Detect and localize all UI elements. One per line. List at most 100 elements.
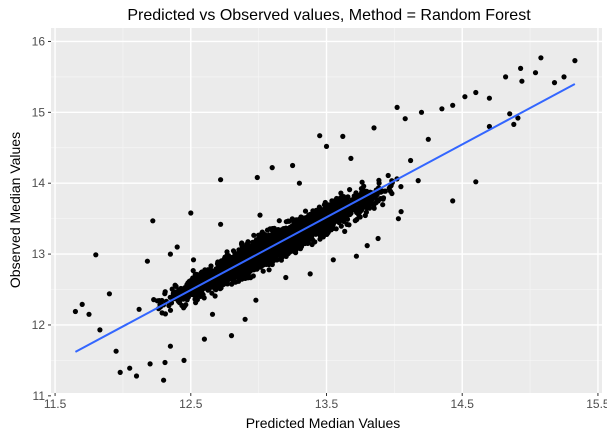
data-point	[242, 316, 248, 322]
data-point	[572, 58, 578, 64]
data-point	[388, 183, 394, 189]
data-point	[309, 241, 315, 248]
data-point	[309, 213, 315, 219]
data-point	[265, 234, 271, 240]
data-point	[72, 308, 78, 315]
data-point	[205, 287, 211, 293]
data-point	[259, 262, 266, 268]
data-point	[247, 247, 253, 253]
data-point	[380, 195, 387, 201]
data-point	[218, 177, 224, 183]
data-point	[233, 255, 239, 261]
data-point	[338, 190, 344, 196]
x-axis-ticks: 11.5 12.5 13.5 14.5 15.5	[44, 393, 607, 411]
x-tick-label: 12.5	[179, 397, 203, 411]
x-tick-label: 15.5	[586, 397, 607, 411]
data-point	[387, 188, 394, 194]
data-point	[161, 377, 167, 383]
y-axis-ticks: 11 12 13 14 15 16	[32, 34, 51, 403]
data-point	[359, 179, 365, 185]
data-point	[376, 177, 382, 183]
data-point	[192, 296, 198, 302]
data-point	[211, 283, 218, 289]
data-point	[97, 327, 103, 333]
data-point	[290, 162, 296, 169]
data-point	[221, 256, 227, 262]
data-point	[238, 241, 245, 247]
y-tick-label: 11	[33, 389, 46, 403]
data-point	[181, 357, 187, 363]
data-point	[518, 65, 524, 71]
data-point	[316, 204, 322, 210]
x-axis-title: Predicted Median Values	[246, 415, 401, 431]
data-point	[315, 211, 321, 217]
data-point	[181, 305, 187, 311]
y-tick-label: 16	[32, 34, 46, 48]
data-point	[398, 184, 404, 190]
data-point	[251, 260, 258, 266]
x-tick-label: 14.5	[451, 397, 475, 411]
data-point	[251, 232, 257, 238]
data-point	[362, 212, 368, 219]
data-point	[228, 270, 234, 276]
data-point	[293, 246, 299, 253]
data-point	[276, 218, 282, 224]
y-tick-label: 15	[32, 105, 46, 119]
data-point	[162, 311, 168, 317]
data-point	[325, 229, 331, 235]
data-point	[507, 111, 513, 117]
data-point	[224, 281, 231, 287]
data-point	[352, 218, 358, 224]
y-tick-label: 13	[32, 247, 46, 261]
data-point	[198, 291, 204, 297]
data-point	[167, 251, 173, 257]
data-point	[133, 373, 140, 379]
x-tick-label: 13.5	[315, 397, 339, 411]
data-point	[408, 157, 414, 164]
data-point	[371, 202, 377, 208]
data-point	[215, 259, 221, 265]
y-tick-label: 12	[32, 318, 46, 332]
data-point	[340, 133, 346, 139]
data-point	[159, 297, 165, 304]
data-point	[394, 104, 400, 110]
data-point	[365, 196, 371, 202]
data-point	[283, 240, 289, 246]
data-point	[320, 234, 326, 240]
data-point	[296, 224, 302, 230]
data-point	[173, 283, 179, 289]
data-point	[79, 301, 85, 307]
data-point	[302, 208, 309, 214]
data-point	[323, 143, 330, 149]
data-point	[291, 219, 297, 226]
data-point	[303, 218, 309, 224]
data-point	[327, 216, 333, 223]
data-point	[281, 231, 287, 237]
data-point	[371, 194, 377, 200]
data-point	[236, 273, 242, 279]
data-point	[358, 186, 364, 192]
data-point	[276, 230, 282, 236]
data-point	[385, 172, 391, 179]
data-point	[167, 307, 174, 313]
data-point	[188, 210, 194, 216]
data-point	[144, 258, 150, 264]
data-point	[353, 253, 359, 259]
data-point	[287, 230, 294, 236]
data-point	[473, 89, 479, 96]
data-point	[218, 221, 224, 227]
data-point	[439, 106, 445, 112]
data-point	[317, 133, 323, 139]
data-point	[462, 94, 468, 100]
data-point	[402, 116, 408, 122]
data-point	[255, 232, 262, 238]
data-point	[415, 178, 421, 184]
data-point	[328, 223, 335, 229]
data-point	[287, 249, 293, 255]
data-point	[257, 212, 263, 218]
data-point	[425, 136, 431, 142]
data-point	[154, 298, 160, 304]
data-point	[250, 273, 256, 279]
data-point	[271, 236, 277, 242]
